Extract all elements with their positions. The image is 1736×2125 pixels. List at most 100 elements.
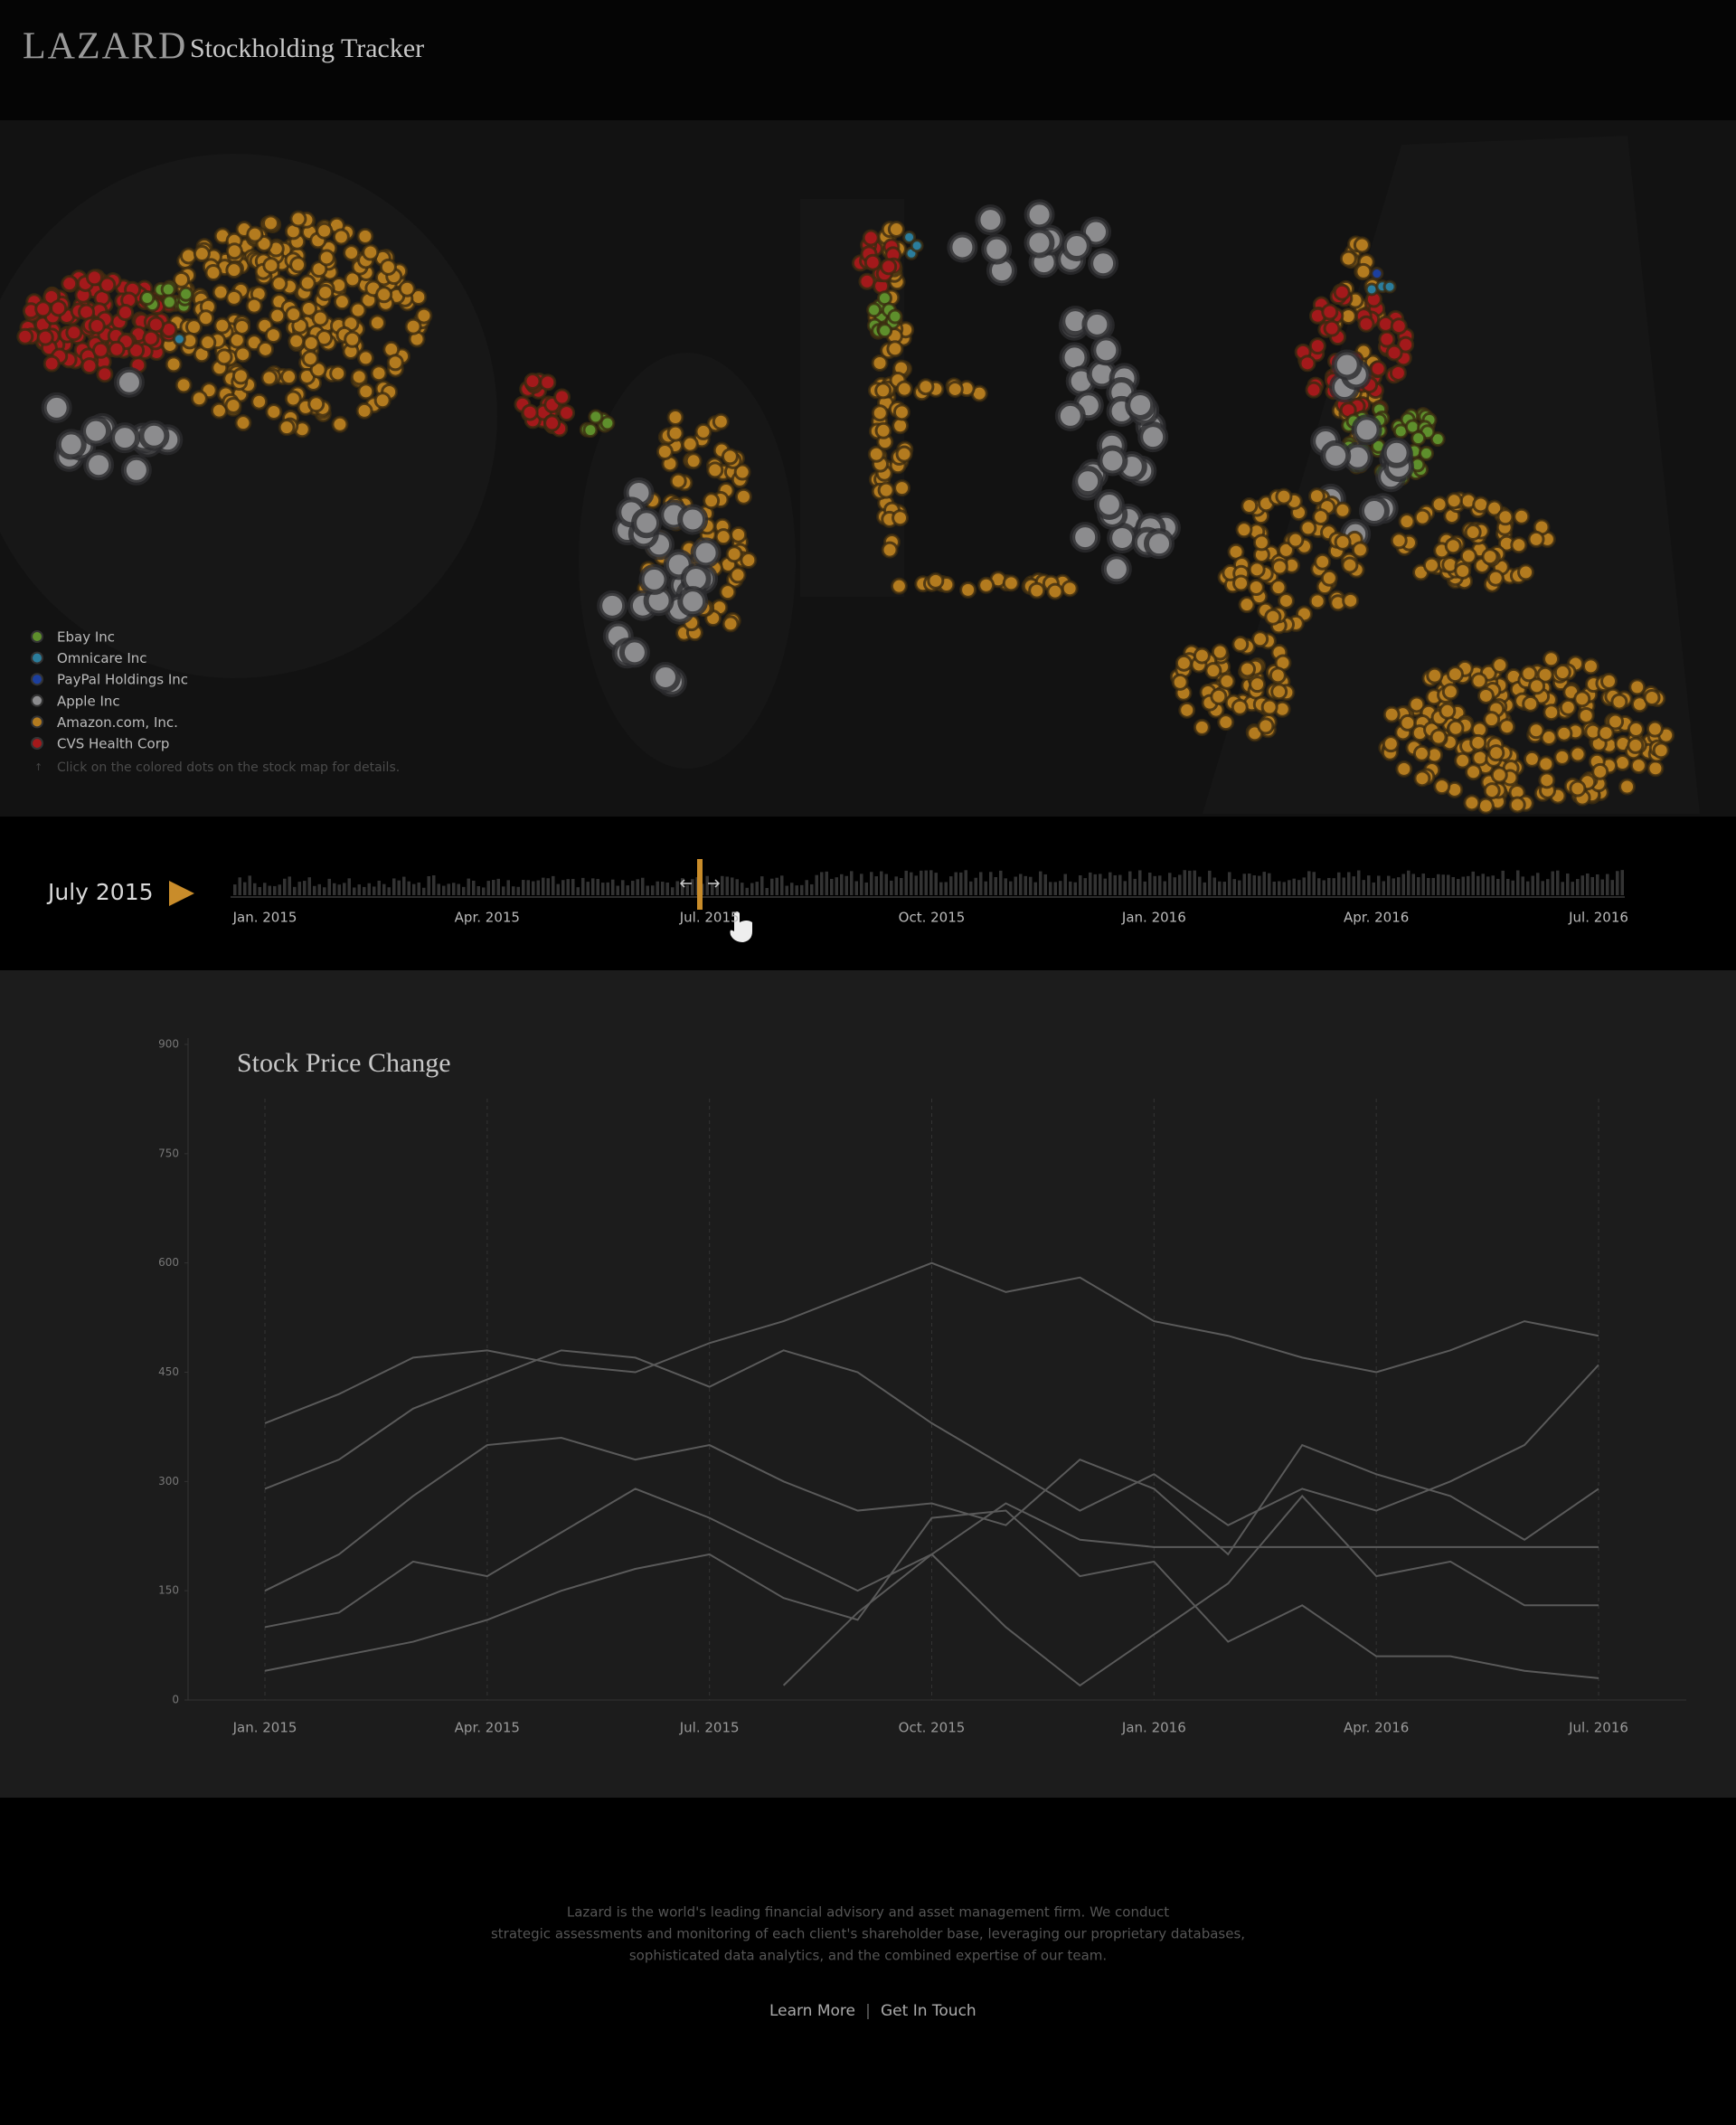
holding-dot[interactable] bbox=[179, 247, 197, 265]
holding-dot[interactable] bbox=[1308, 337, 1326, 355]
holding-dot[interactable] bbox=[877, 323, 893, 339]
legend-label[interactable]: PayPal Holdings Inc bbox=[57, 672, 188, 688]
holding-dot[interactable] bbox=[1553, 748, 1571, 766]
holding-dot[interactable] bbox=[1351, 541, 1369, 559]
holding-dot[interactable] bbox=[1382, 279, 1397, 294]
holding-dot[interactable] bbox=[1652, 741, 1670, 760]
holding-dot[interactable] bbox=[1581, 657, 1599, 675]
holding-dot[interactable] bbox=[947, 231, 978, 263]
holding-dot[interactable] bbox=[1333, 283, 1351, 301]
holding-dot[interactable] bbox=[1412, 744, 1430, 762]
holding-dot[interactable] bbox=[734, 487, 752, 505]
holding-dot[interactable] bbox=[1308, 592, 1326, 610]
holding-dot[interactable] bbox=[1061, 580, 1079, 598]
holding-dot[interactable] bbox=[588, 409, 604, 425]
holding-dot[interactable] bbox=[1125, 389, 1156, 420]
holding-dot[interactable] bbox=[694, 422, 712, 440]
holding-dot[interactable] bbox=[1054, 400, 1086, 431]
holding-dot[interactable] bbox=[86, 269, 104, 287]
holding-dot[interactable] bbox=[1382, 735, 1400, 753]
holding-dot[interactable] bbox=[981, 233, 1013, 265]
holding-dot[interactable] bbox=[1277, 591, 1295, 609]
holding-dot[interactable] bbox=[1193, 718, 1211, 736]
holding-dot[interactable] bbox=[597, 590, 628, 621]
holding-dot[interactable] bbox=[120, 454, 152, 486]
holding-dot[interactable] bbox=[1193, 647, 1211, 665]
holding-dot[interactable] bbox=[1247, 578, 1265, 596]
holding-dot[interactable] bbox=[1464, 524, 1482, 542]
holding-dot[interactable] bbox=[638, 563, 670, 595]
holding-dot[interactable] bbox=[1628, 678, 1646, 696]
holding-dot[interactable] bbox=[83, 449, 115, 481]
holding-dot[interactable] bbox=[892, 509, 910, 527]
holding-dot[interactable] bbox=[257, 340, 275, 358]
holding-dot[interactable] bbox=[1381, 437, 1412, 468]
holding-dot[interactable] bbox=[1231, 635, 1250, 653]
holding-dot[interactable] bbox=[1483, 782, 1501, 800]
holding-dot[interactable] bbox=[204, 263, 222, 281]
holding-dot[interactable] bbox=[1577, 706, 1595, 724]
holding-dot[interactable] bbox=[113, 366, 145, 398]
holding-dot[interactable] bbox=[213, 316, 231, 335]
holding-dot[interactable] bbox=[285, 306, 303, 324]
holding-dot[interactable] bbox=[1204, 662, 1222, 680]
holding-dot[interactable] bbox=[1235, 521, 1253, 539]
holding-dot[interactable] bbox=[1277, 541, 1295, 559]
holding-dot[interactable] bbox=[1370, 267, 1384, 281]
holding-dot[interactable] bbox=[404, 317, 422, 335]
holding-dot[interactable] bbox=[977, 576, 995, 594]
holding-dot[interactable] bbox=[1517, 563, 1535, 581]
holding-dot[interactable] bbox=[1447, 719, 1465, 737]
holding-dot[interactable] bbox=[1334, 533, 1352, 551]
holding-dot[interactable] bbox=[245, 297, 263, 315]
holding-dot[interactable] bbox=[1397, 335, 1415, 354]
holding-dot[interactable] bbox=[1618, 778, 1637, 796]
holding-dot[interactable] bbox=[1513, 507, 1531, 525]
holding-dot[interactable] bbox=[712, 412, 730, 430]
holding-dot[interactable] bbox=[1613, 754, 1631, 772]
holding-dot[interactable] bbox=[539, 373, 557, 392]
holding-dot[interactable] bbox=[139, 290, 156, 307]
holding-dot[interactable] bbox=[1573, 690, 1591, 708]
holding-dot[interactable] bbox=[234, 414, 252, 432]
holding-dot[interactable] bbox=[666, 424, 684, 442]
holding-dot[interactable] bbox=[375, 286, 393, 304]
holding-dot[interactable] bbox=[270, 275, 288, 293]
holding-dot[interactable] bbox=[1358, 496, 1390, 527]
holding-dot[interactable] bbox=[415, 307, 433, 325]
holding-dot[interactable] bbox=[1090, 335, 1122, 366]
holding-dot[interactable] bbox=[356, 227, 374, 245]
holding-dot[interactable] bbox=[881, 541, 899, 559]
holding-dot[interactable] bbox=[733, 463, 751, 481]
holding-dot[interactable] bbox=[1422, 556, 1440, 574]
holding-dot[interactable] bbox=[1260, 698, 1278, 716]
holding-dot[interactable] bbox=[262, 257, 280, 275]
holding-dot[interactable] bbox=[886, 340, 904, 358]
holding-dot[interactable] bbox=[1459, 547, 1477, 565]
holding-dot[interactable] bbox=[362, 243, 380, 261]
holding-dot[interactable] bbox=[1483, 711, 1501, 729]
holding-dot[interactable] bbox=[1591, 762, 1609, 780]
holding-dot[interactable] bbox=[190, 390, 208, 408]
holding-dot[interactable] bbox=[1498, 718, 1516, 736]
holding-dot[interactable] bbox=[521, 403, 539, 421]
holding-dot[interactable] bbox=[1600, 672, 1618, 690]
holding-dot[interactable] bbox=[234, 345, 252, 364]
holding-dot[interactable] bbox=[173, 270, 191, 288]
legend-label[interactable]: Apple Inc bbox=[57, 693, 120, 709]
holding-dot[interactable] bbox=[1439, 702, 1457, 720]
holding-dot[interactable] bbox=[1353, 236, 1371, 254]
holding-dot[interactable] bbox=[316, 222, 334, 240]
holding-dot[interactable] bbox=[1249, 675, 1267, 694]
holding-dot[interactable] bbox=[1610, 693, 1628, 711]
holding-dot[interactable] bbox=[1643, 688, 1661, 706]
holding-dot[interactable] bbox=[1527, 530, 1545, 548]
holding-dot[interactable] bbox=[1269, 666, 1287, 685]
holding-dot[interactable] bbox=[1469, 733, 1487, 751]
holding-dot[interactable] bbox=[1097, 445, 1128, 477]
holding-dot[interactable] bbox=[225, 261, 243, 279]
holding-dot[interactable] bbox=[193, 245, 211, 263]
holding-dot[interactable] bbox=[1002, 574, 1020, 592]
holding-dot[interactable] bbox=[108, 340, 126, 358]
holding-dot[interactable] bbox=[1331, 349, 1363, 381]
